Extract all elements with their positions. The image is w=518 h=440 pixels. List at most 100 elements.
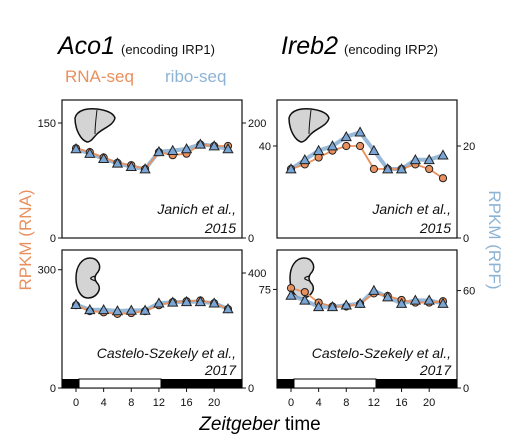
ribo-seq-point [423, 153, 435, 165]
legend-ribo-label: ribo-seq [165, 67, 226, 86]
light-dark-bar-right [277, 378, 457, 389]
ribo-seq-point [139, 163, 151, 174]
left-y-tick-label: 0 [50, 233, 56, 245]
ribo-seq-point [340, 130, 352, 142]
ribo-seq-point [111, 157, 124, 168]
ribo-seq-point [208, 297, 220, 308]
ribo-seq-point [437, 297, 449, 308]
x-tick-label: 20 [423, 397, 435, 409]
rna-seq-point [314, 153, 323, 162]
right-y-tick-label: 60 [463, 286, 475, 298]
ribo-seq-point [437, 149, 449, 160]
ribo-seq-series-line [75, 299, 229, 313]
ribo-seq-point [312, 300, 325, 312]
ribo-seq-point [97, 303, 110, 315]
ribo-seq-point [139, 304, 151, 315]
ribo-seq-point [423, 294, 435, 305]
left-y-axis-title: RPKM (RNA) [16, 189, 35, 290]
x-tick-label: 20 [208, 397, 220, 409]
rna-seq-point [438, 174, 448, 183]
liver-icon [74, 108, 116, 143]
ribo-seq-point [354, 126, 366, 137]
ribo-seq-point [285, 163, 297, 174]
kidney-icon [75, 257, 101, 299]
x-tick-label: 16 [180, 397, 192, 409]
ribo-seq-point [84, 303, 96, 315]
ribo-seq-point [153, 297, 165, 308]
ribo-seq-point [125, 160, 137, 172]
ribo-seq-point [180, 295, 193, 307]
ribo-seq-point [70, 143, 82, 154]
ribo-seq-point [368, 284, 380, 295]
kidney-icon [289, 257, 315, 299]
right-y-tick-label: 200 [248, 118, 266, 130]
left-y-tick-label: 40 [259, 141, 271, 153]
x-tick-label: 0 [288, 397, 294, 409]
ribo-seq-point [194, 295, 207, 307]
x-tick-label: 0 [73, 397, 79, 409]
ribo-seq-point [222, 303, 234, 314]
light-dark-bar-left [62, 378, 242, 389]
ribo-seq-point [194, 138, 207, 149]
panel-ireb2-liver-frame [276, 99, 458, 239]
left-y-tick-label: 0 [50, 383, 56, 395]
left-gene-name: Aco1 [56, 32, 115, 60]
citation-aco1-kidney-1: Castelo-Szekely et al., [97, 345, 236, 361]
ribo-seq-point [180, 143, 193, 154]
ribo-seq-point [326, 300, 339, 312]
right-y-tick-label: 0 [463, 383, 469, 395]
ribo-seq-point [167, 296, 179, 307]
left-y-tick-label: 75 [259, 284, 271, 296]
ribo-seq-point [326, 140, 339, 151]
ribo-seq-point [382, 163, 394, 174]
right-y-tick-label: 0 [248, 233, 254, 245]
rna-seq-point [369, 164, 379, 174]
x-axis-title: Zeitgeber time [198, 414, 320, 435]
legend-rna-label: RNA-seq [65, 67, 134, 86]
left-y-tick-label: 300 [38, 265, 56, 277]
ribo-seq-point [285, 289, 297, 300]
ribo-seq-point [395, 163, 408, 174]
ribo-seq-point [153, 145, 165, 157]
liver-icon [288, 108, 330, 143]
ribo-seq-point [395, 297, 408, 308]
citation-ireb2-kidney-1: Castelo-Szekely et al., [312, 345, 451, 361]
rna-seq-point [355, 141, 365, 151]
ribo-seq-point [299, 153, 311, 165]
right-gene-note: (encoding IRP2) [344, 42, 438, 57]
ribo-seq-point [312, 144, 325, 155]
citation-aco1-kidney-2: 2017 [204, 362, 237, 378]
x-tick-label: 4 [316, 397, 322, 409]
citation-ireb2-liver-1: Janich et al., [371, 201, 451, 217]
citation-ireb2-kidney-2: 2017 [419, 362, 452, 378]
right-y-tick-label: 0 [463, 233, 469, 245]
x-axis-title-italic: Zeitgeber [198, 414, 280, 435]
right-y-tick-label: 20 [463, 141, 475, 153]
x-tick-label: 12 [368, 397, 380, 409]
x-tick-label: 4 [101, 397, 107, 409]
ribo-seq-point [409, 153, 422, 165]
ribo-seq-point [111, 305, 124, 316]
ribo-seq-point [208, 140, 220, 151]
ribo-seq-point [97, 152, 110, 163]
ribo-seq-point [222, 143, 234, 154]
ribo-seq-point [354, 297, 366, 308]
x-tick-label: 8 [343, 397, 349, 409]
citation-aco1-liver-2: 2015 [204, 220, 236, 236]
panel-aco1-liver-frame [61, 99, 243, 239]
rna-seq-point [342, 141, 351, 151]
ribo-seq-point [382, 291, 394, 302]
ribo-seq-point [84, 147, 96, 158]
right-y-tick-label: 0 [248, 383, 254, 395]
left-y-tick-label: 150 [38, 118, 56, 130]
ribo-seq-point [70, 298, 82, 309]
x-tick-label: 12 [153, 397, 165, 409]
left-column-title: Aco1 (encoding IRP1) [56, 32, 215, 60]
ribo-seq-point [340, 299, 352, 310]
ribo-seq-point [167, 144, 179, 155]
x-axis-title-rest: time [280, 414, 321, 435]
rna-seq-series-line [290, 145, 444, 179]
x-tick-label: 8 [128, 397, 134, 409]
